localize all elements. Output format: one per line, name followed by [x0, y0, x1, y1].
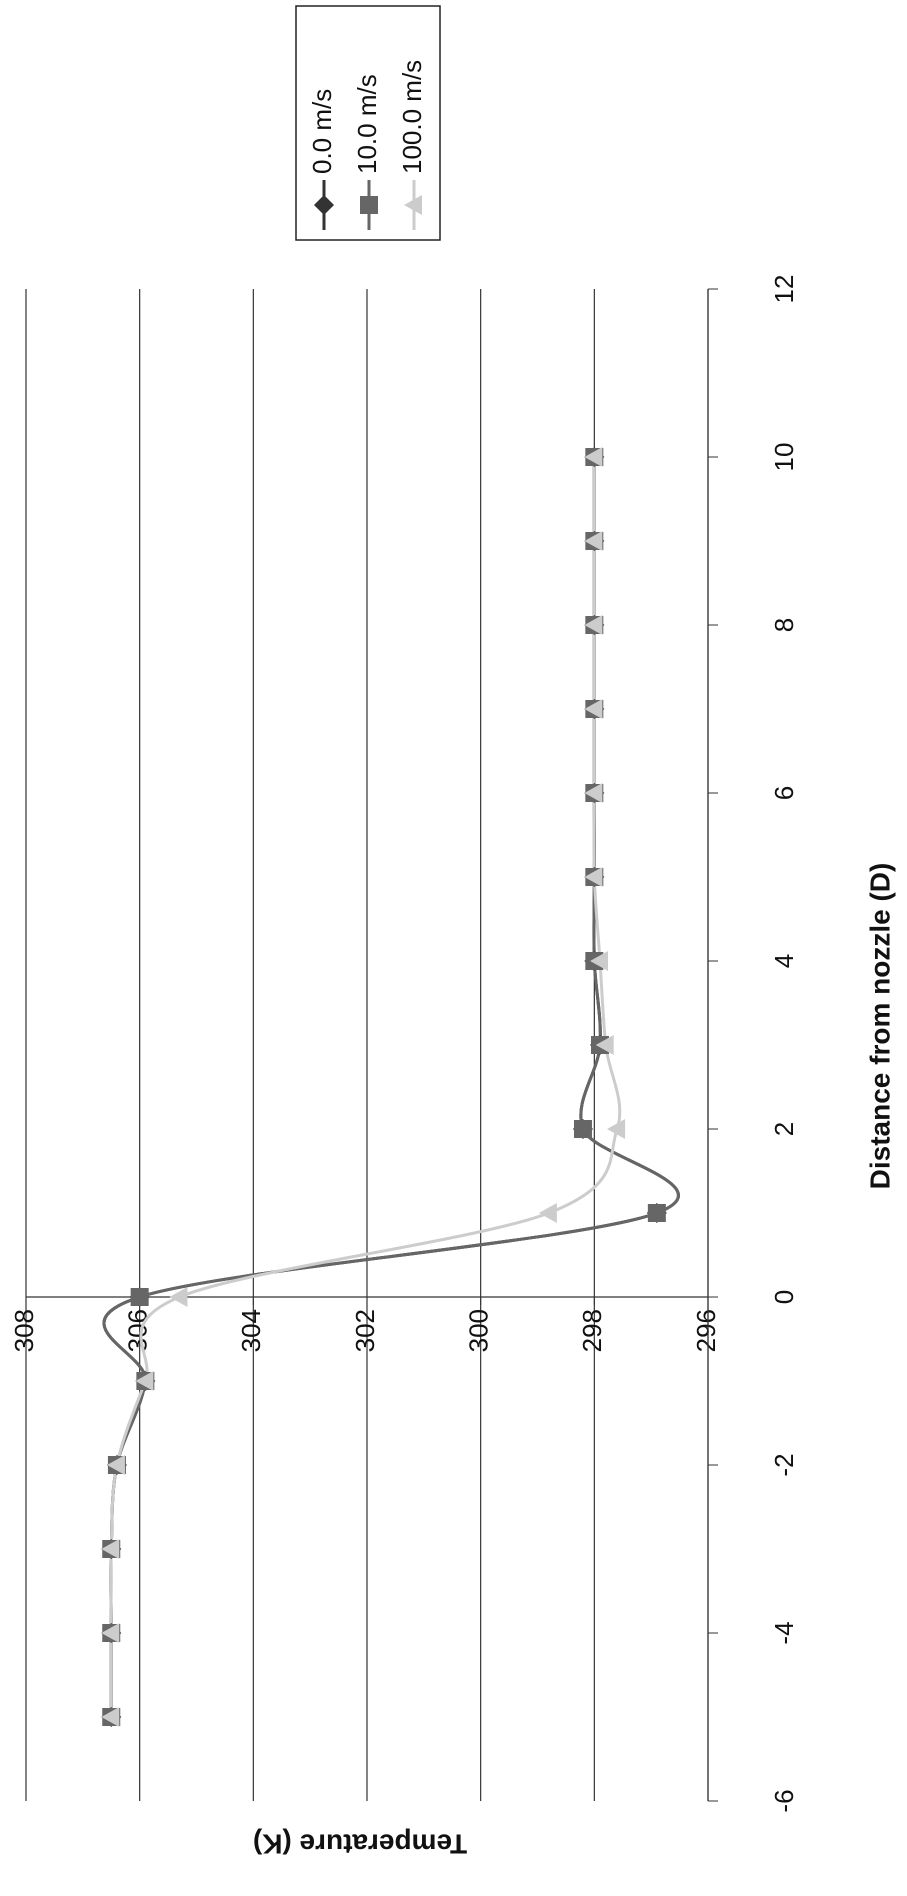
marker	[101, 1539, 120, 1559]
marker	[584, 699, 603, 719]
marker	[538, 1203, 557, 1223]
y-tick-label: 302	[350, 1309, 380, 1352]
marker	[130, 1288, 149, 1306]
y-tick-label: 296	[691, 1309, 721, 1352]
x-tick-label: 4	[769, 954, 799, 968]
marker	[595, 1035, 614, 1055]
marker	[404, 195, 422, 215]
marker	[106, 1455, 125, 1475]
x-tick-label: 2	[769, 1122, 799, 1136]
series-line	[102, 457, 680, 1717]
y-tick-label: 300	[464, 1309, 494, 1352]
marker	[169, 1287, 188, 1307]
marker	[607, 1119, 626, 1139]
marker	[584, 615, 603, 635]
series-line	[102, 457, 680, 1717]
marker	[360, 196, 378, 214]
y-tick-label: 298	[577, 1309, 607, 1352]
x-tick-label: 0	[769, 1290, 799, 1304]
x-tick-label: 10	[769, 443, 799, 472]
marker	[101, 1623, 120, 1643]
marker	[590, 951, 609, 971]
marker	[584, 447, 603, 467]
marker	[101, 1707, 120, 1727]
y-tick-label: 304	[236, 1309, 266, 1352]
x-tick-label: -4	[769, 1621, 799, 1644]
legend-box	[295, 5, 441, 241]
x-tick-label: 6	[769, 786, 799, 800]
marker	[647, 1204, 666, 1222]
marker	[584, 867, 603, 887]
marker	[573, 1120, 592, 1138]
x-tick-label: -6	[769, 1789, 799, 1812]
x-tick-label: -2	[769, 1453, 799, 1476]
legend-label: 0.0 m/s	[307, 89, 337, 174]
series-line	[109, 457, 622, 1717]
legend-label: 10.0 m/s	[352, 74, 382, 174]
x-tick-label: 12	[769, 275, 799, 304]
marker	[314, 195, 334, 215]
marker	[584, 531, 603, 551]
x-axis-title: Distance from nozzle (D)	[864, 863, 895, 1190]
y-tick-label: 308	[9, 1309, 39, 1352]
x-tick-label: 8	[769, 618, 799, 632]
marker	[584, 783, 603, 803]
marker	[135, 1371, 154, 1391]
legend-label: 100.0 m/s	[397, 60, 427, 174]
rotated-chart: Distance from nozzle (D) Temperature (K)…	[9, 5, 895, 1860]
y-axis-title: Temperature (K)	[253, 1829, 467, 1860]
